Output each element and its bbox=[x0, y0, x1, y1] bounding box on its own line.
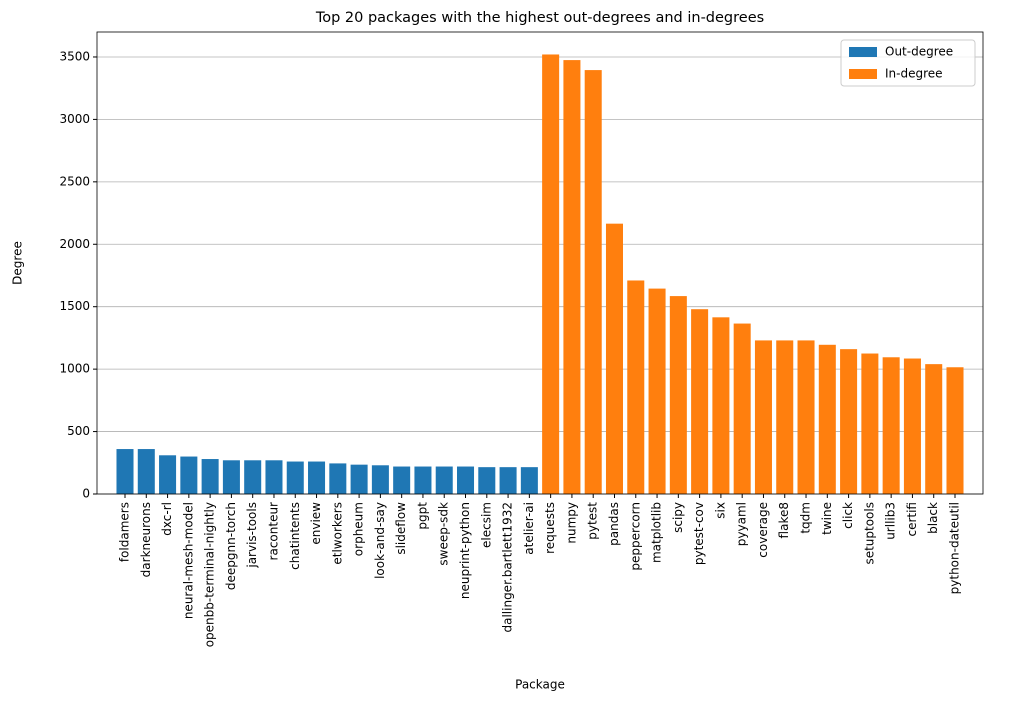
bar bbox=[308, 461, 326, 494]
x-tick-label: coverage bbox=[756, 502, 770, 558]
y-tick-label: 0 bbox=[82, 487, 90, 501]
bar bbox=[669, 296, 687, 494]
x-tick-label: twine bbox=[820, 502, 834, 535]
x-tick-label: openbb-terminal-nightly bbox=[203, 502, 217, 647]
x-tick-label: atelier-ai bbox=[522, 502, 536, 555]
x-tick-label: deepgnn-torch bbox=[224, 502, 238, 590]
x-tick-label: neural-mesh-model bbox=[181, 502, 195, 619]
chart-title: Top 20 packages with the highest out-deg… bbox=[315, 10, 764, 26]
bar bbox=[776, 340, 794, 494]
x-tick-label: darkneurons bbox=[139, 502, 153, 577]
bar bbox=[116, 449, 134, 494]
bar bbox=[159, 455, 177, 494]
x-tick-label: neuprint-python bbox=[458, 502, 472, 599]
x-tick-label: pandas bbox=[607, 502, 621, 546]
bar bbox=[201, 459, 219, 494]
x-tick-label: foldamers bbox=[118, 502, 132, 562]
bar bbox=[946, 367, 964, 494]
x-tick-label: pytest bbox=[586, 502, 600, 540]
bar bbox=[350, 464, 368, 494]
x-tick-label: dxc-rl bbox=[160, 502, 174, 536]
x-tick-label: dallinger.bartlett1932 bbox=[501, 502, 515, 633]
bar bbox=[584, 70, 602, 494]
legend-label: Out-degree bbox=[885, 45, 953, 59]
bar bbox=[648, 288, 666, 494]
y-tick-label: 3000 bbox=[59, 112, 90, 126]
x-tick-label: look-and-say bbox=[373, 502, 387, 579]
x-tick-label: pgpt bbox=[415, 502, 429, 530]
x-tick-label: urllib3 bbox=[884, 502, 898, 540]
x-tick-label: click bbox=[841, 502, 855, 529]
x-axis-label: Package bbox=[515, 678, 565, 692]
x-tick-label: peppercorn bbox=[628, 502, 642, 571]
bar bbox=[627, 280, 645, 494]
plot-frame bbox=[96, 31, 984, 495]
x-tick-label: chatintents bbox=[288, 502, 302, 570]
bar bbox=[797, 340, 815, 494]
bar bbox=[393, 466, 411, 494]
x-tick-label: slideflow bbox=[394, 502, 408, 555]
x-tick-label: enview bbox=[309, 502, 323, 545]
y-tick-label: 1000 bbox=[59, 362, 90, 376]
bar bbox=[542, 54, 560, 494]
bar bbox=[882, 357, 900, 494]
bar bbox=[137, 449, 155, 494]
y-tick-label: 3500 bbox=[59, 49, 90, 63]
bar bbox=[925, 364, 943, 494]
bar bbox=[371, 465, 389, 494]
x-tick-label: orpheum bbox=[352, 502, 366, 556]
y-tick-label: 500 bbox=[67, 424, 90, 438]
x-tick-label: scipy bbox=[671, 502, 685, 533]
x-tick-label: pyyaml bbox=[735, 502, 749, 546]
bar bbox=[244, 460, 262, 494]
bar bbox=[691, 309, 709, 494]
x-tick-label: raconteur bbox=[266, 502, 280, 561]
x-tick-label: sweep-sdk bbox=[437, 502, 451, 566]
bar bbox=[754, 340, 772, 494]
bar bbox=[180, 456, 198, 494]
bar bbox=[733, 323, 751, 494]
bar bbox=[605, 223, 623, 494]
bar bbox=[840, 349, 858, 494]
bar bbox=[861, 353, 879, 494]
bar bbox=[563, 60, 581, 494]
x-tick-label: etlworkers bbox=[330, 502, 344, 565]
x-tick-label: matplotlib bbox=[650, 502, 664, 563]
x-tick-label: elecsim bbox=[479, 502, 493, 548]
legend-swatch bbox=[849, 47, 877, 57]
bar bbox=[286, 461, 304, 494]
y-tick-label: 2000 bbox=[59, 237, 90, 251]
x-tick-label: jarvis-tools bbox=[245, 502, 259, 569]
bar bbox=[414, 466, 432, 494]
bar bbox=[478, 467, 496, 494]
bar bbox=[818, 344, 836, 494]
x-tick-label: tqdm bbox=[799, 502, 813, 534]
bar bbox=[457, 466, 475, 494]
x-tick-label: pytest-cov bbox=[692, 502, 706, 565]
y-tick-label: 2500 bbox=[59, 174, 90, 188]
bar bbox=[435, 466, 453, 494]
y-axis-label: Degree bbox=[11, 241, 25, 285]
bar bbox=[329, 463, 347, 494]
x-tick-label: six bbox=[713, 502, 727, 519]
x-tick-label: numpy bbox=[564, 502, 578, 544]
bar bbox=[520, 467, 538, 494]
legend-label: In-degree bbox=[885, 67, 943, 81]
legend-swatch bbox=[849, 69, 877, 79]
bar bbox=[499, 467, 517, 494]
bar bbox=[222, 460, 240, 494]
x-tick-label: setuptools bbox=[862, 502, 876, 565]
x-tick-label: flake8 bbox=[777, 502, 791, 538]
bar bbox=[903, 358, 921, 494]
y-tick-label: 1500 bbox=[59, 299, 90, 313]
x-tick-label: python-dateutil bbox=[948, 502, 962, 594]
x-tick-label: requests bbox=[543, 502, 557, 554]
x-tick-label: black bbox=[926, 502, 940, 534]
x-tick-label: certifi bbox=[905, 502, 919, 537]
bar bbox=[712, 317, 730, 494]
bar bbox=[265, 460, 283, 494]
